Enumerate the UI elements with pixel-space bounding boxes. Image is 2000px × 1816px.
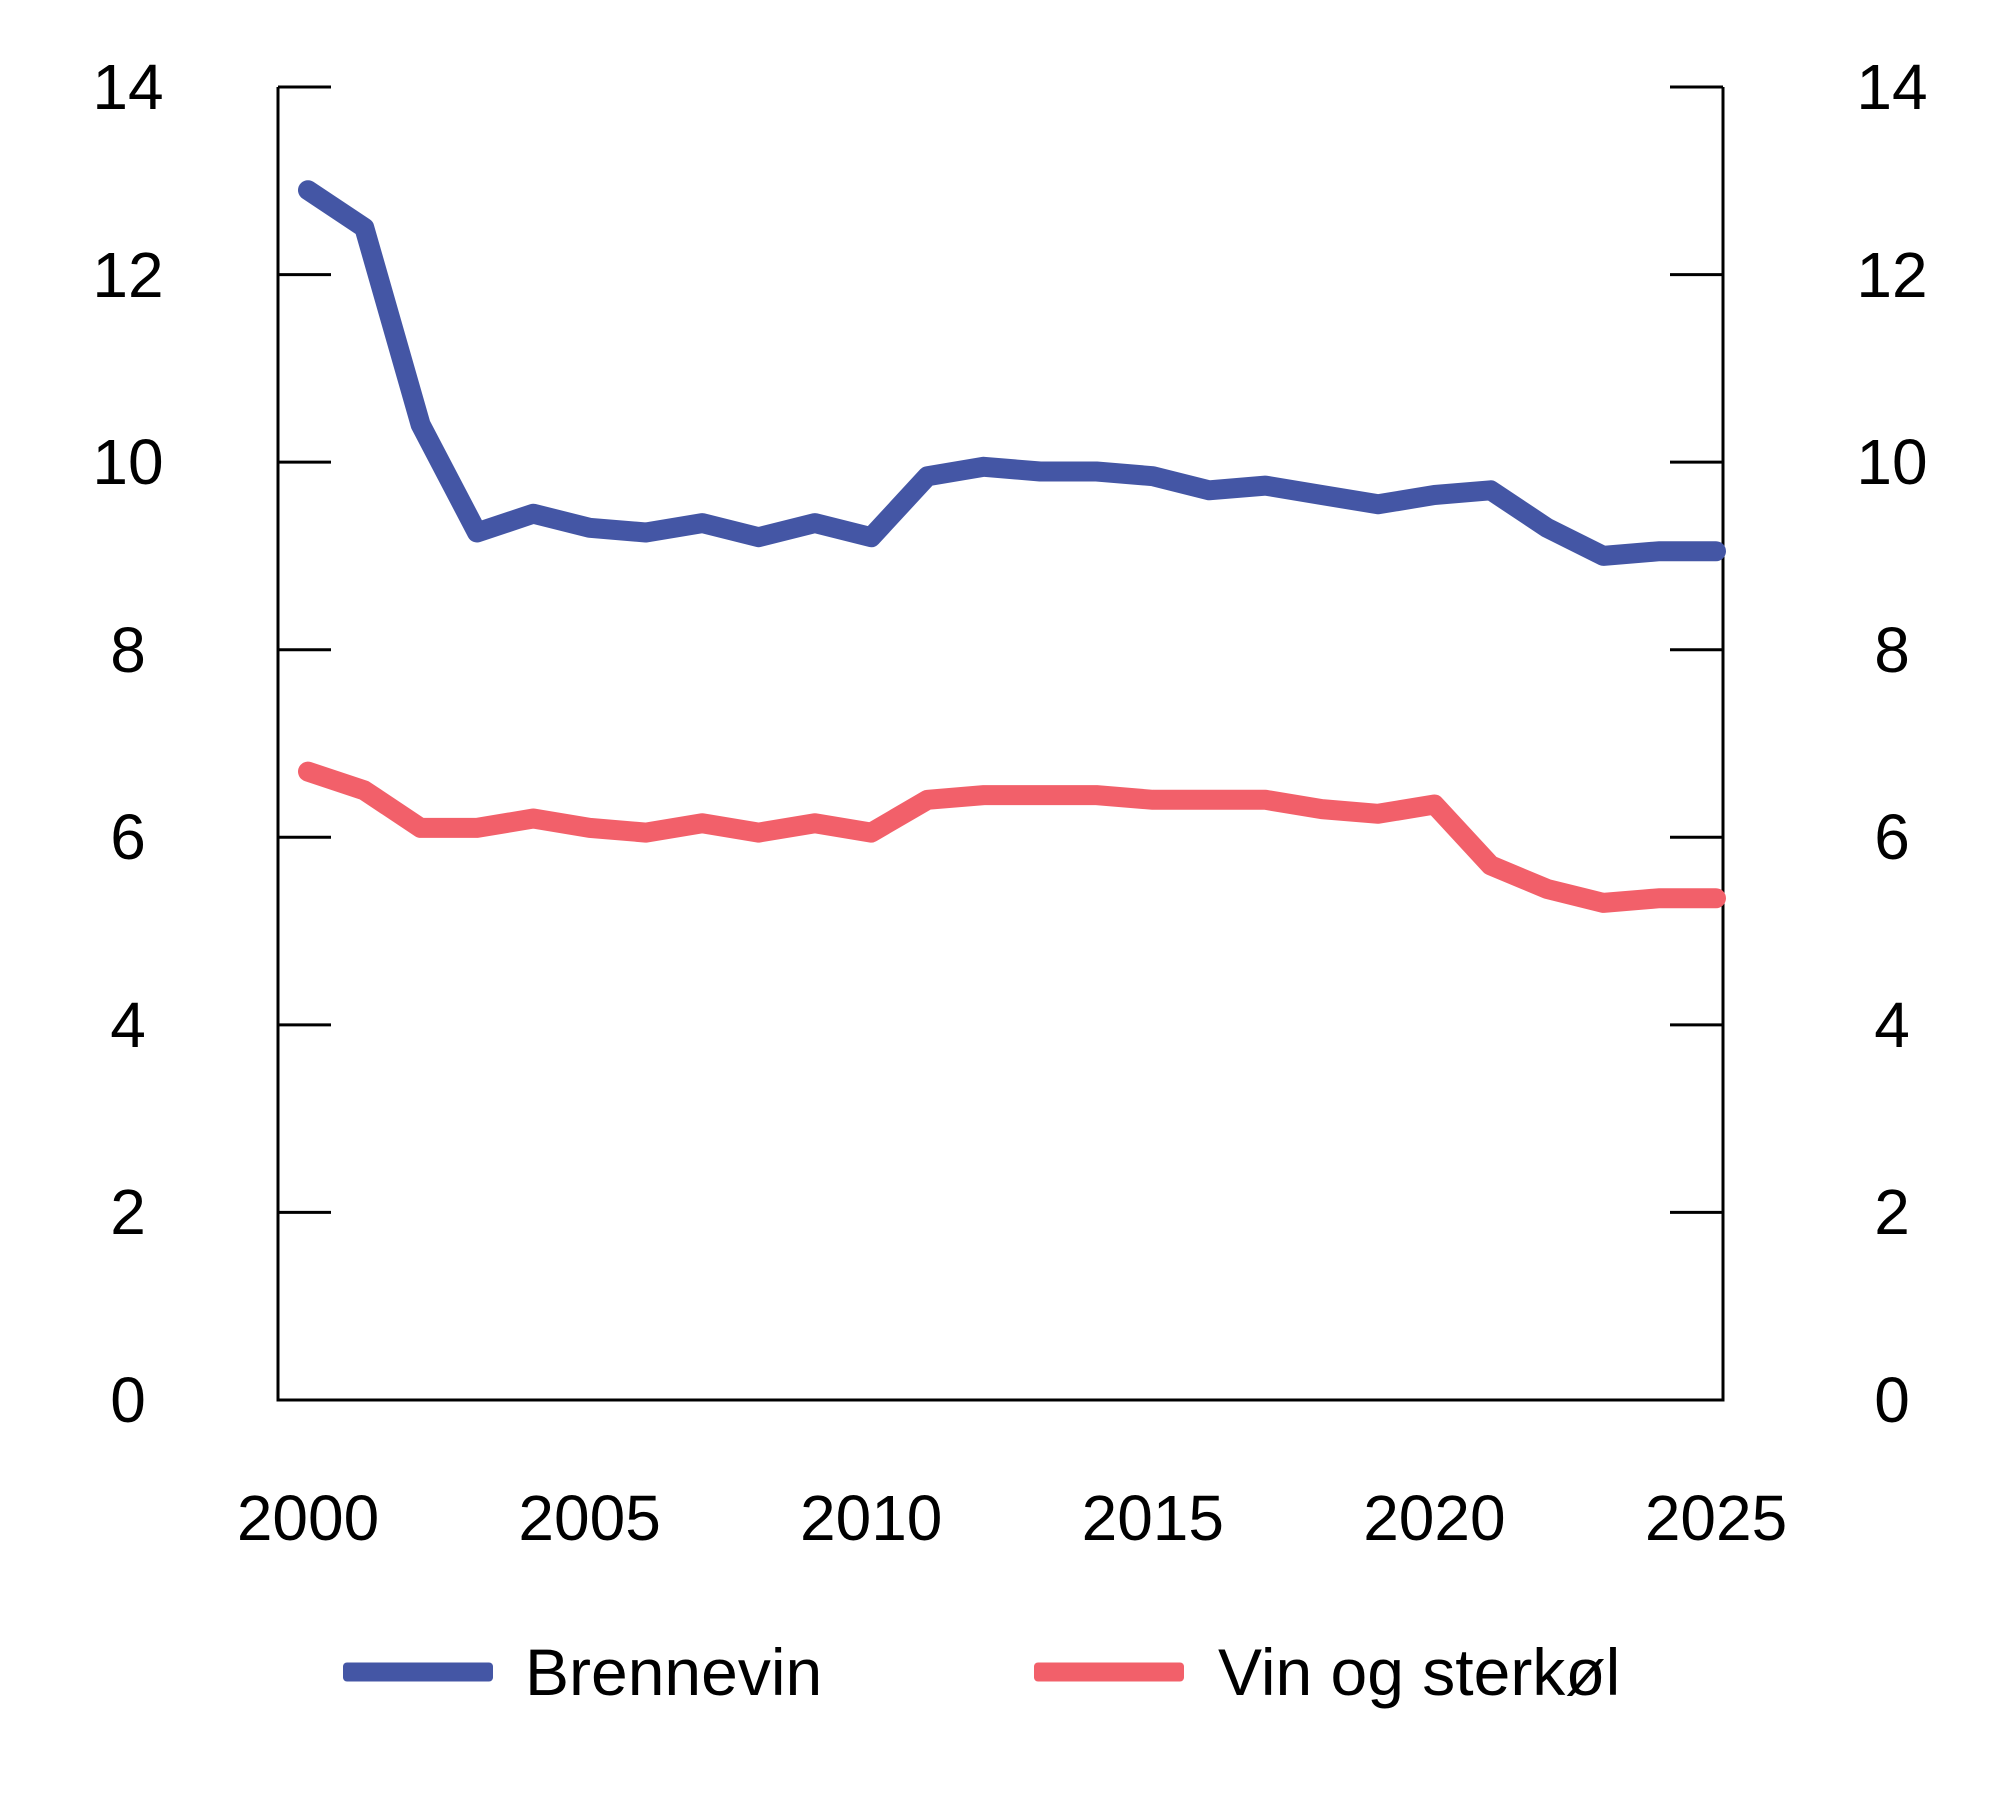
x-tick-label: 2025 [1644, 1482, 1788, 1554]
series-line-1 [298, 761, 1726, 913]
y-tick-label-right: 4 [1874, 988, 1910, 1061]
y-tick-label-left: 0 [110, 1364, 146, 1436]
y-tick-label-left: 10 [92, 426, 164, 499]
x-tick-label: 2005 [518, 1482, 661, 1554]
y-tick-label-right: 2 [1874, 1176, 1910, 1249]
x-tick-label: 2000 [236, 1482, 380, 1554]
axis-frame [276, 87, 1725, 1402]
y-tick-label-left: 8 [110, 613, 146, 686]
legend-label-vin-og-sterkol: Vin og sterkøl [1218, 1635, 1621, 1709]
y-tick-label-left: 6 [110, 801, 146, 874]
legend-swatch-vin-og-sterkol [1034, 1662, 1184, 1682]
y-tick-label-left: 4 [110, 988, 146, 1061]
x-tick-label: 2015 [1081, 1482, 1224, 1554]
y-tick-label-left: 14 [92, 51, 164, 123]
x-tick-label: 2010 [800, 1482, 943, 1554]
y-tick-label-right: 6 [1874, 801, 1910, 874]
y-tick-label-right: 0 [1874, 1364, 1910, 1436]
legend-label-brennevin: Brennevin [525, 1635, 823, 1709]
y-tick-label-left: 2 [110, 1176, 146, 1249]
y-tick-label-left: 12 [92, 238, 164, 311]
y-tick-label-right: 12 [1856, 238, 1928, 311]
x-tick-label: 2020 [1363, 1482, 1506, 1554]
y-tick-label-right: 8 [1874, 613, 1910, 686]
y-tick-label-right: 10 [1856, 426, 1928, 499]
legend-swatch-brennevin [343, 1662, 493, 1682]
series-line-0 [298, 180, 1726, 566]
y-tick-label-right: 14 [1856, 51, 1928, 123]
